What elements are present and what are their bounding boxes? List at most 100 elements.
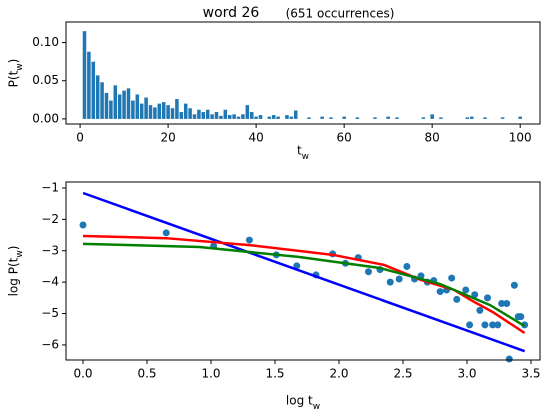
bar — [201, 112, 206, 119]
bar — [465, 117, 470, 119]
x-tick-label: 0 — [76, 131, 84, 145]
y-axis-label: P(tw) — [7, 59, 25, 88]
scatter-point — [453, 295, 461, 303]
scatter-point — [503, 299, 511, 307]
scatter-point — [498, 299, 506, 307]
bar — [470, 116, 474, 119]
bar — [500, 117, 505, 119]
scatter-point — [471, 291, 479, 299]
bar — [95, 75, 100, 119]
bar — [249, 112, 254, 119]
fit-line — [82, 191, 526, 353]
scatter-point — [162, 229, 170, 237]
bar — [430, 114, 434, 119]
bar — [307, 117, 311, 119]
bar — [289, 116, 294, 119]
chart-title: word 26 — [203, 5, 260, 21]
bar — [113, 85, 118, 119]
bar — [293, 110, 298, 119]
bar — [267, 116, 272, 119]
bar — [254, 116, 258, 119]
fit-line — [82, 234, 526, 335]
bar — [271, 115, 276, 119]
bar — [87, 51, 91, 119]
bar — [135, 94, 140, 119]
bar — [245, 105, 250, 119]
x-tick-label: 2.0 — [329, 367, 348, 381]
bar — [258, 115, 263, 119]
bar — [236, 116, 241, 119]
bar — [373, 117, 377, 119]
y-tick-label: −1 — [41, 180, 59, 194]
y-tick-label: −5 — [41, 306, 59, 320]
scatter-point — [476, 306, 484, 314]
bar — [100, 82, 104, 119]
bar — [192, 114, 197, 119]
bar — [148, 105, 153, 119]
bar — [439, 117, 443, 119]
bar — [179, 112, 184, 119]
x-tick-label: 100 — [509, 131, 532, 145]
y-tick-label: −6 — [41, 337, 59, 351]
scatter-point — [517, 313, 525, 321]
y-tick-label: −2 — [41, 212, 59, 226]
bar — [483, 117, 487, 119]
bar — [109, 100, 113, 119]
scatter-point — [403, 262, 411, 270]
y-tick-label: −3 — [41, 243, 59, 257]
x-tick-label: 40 — [248, 131, 263, 145]
bar — [157, 103, 162, 119]
bar — [117, 94, 122, 119]
bar — [104, 92, 109, 119]
x-tick-label: 3.5 — [521, 367, 540, 381]
bar — [285, 115, 289, 119]
y-axis-label: log P(tw) — [7, 246, 25, 297]
bar — [223, 109, 228, 119]
x-tick-label: 0.0 — [73, 367, 92, 381]
y-tick-label: 0.00 — [32, 111, 59, 125]
bar — [205, 109, 210, 119]
bar — [175, 99, 179, 119]
scatter-point — [466, 321, 474, 329]
scatter-point — [484, 294, 492, 302]
scatter-point — [395, 275, 403, 283]
x-axis-label: log tw — [286, 394, 320, 411]
x-tick-label: 2.5 — [393, 367, 412, 381]
y-tick-label: 0.10 — [32, 35, 59, 49]
scatter-point — [510, 281, 518, 289]
scatter-point — [462, 286, 470, 294]
bar — [214, 112, 219, 119]
bar — [188, 108, 192, 119]
bar — [126, 88, 131, 119]
x-tick-label: 3.0 — [457, 367, 476, 381]
bar — [232, 114, 236, 119]
bar — [161, 102, 166, 119]
bar — [183, 103, 188, 119]
bar — [197, 109, 201, 119]
bar — [320, 116, 324, 119]
bar — [131, 100, 135, 119]
bar — [91, 61, 96, 119]
fit-line — [82, 242, 526, 328]
bar — [166, 105, 170, 119]
scatter-point — [505, 355, 513, 363]
bar — [122, 90, 126, 119]
scatter-point — [364, 268, 372, 276]
bar — [329, 117, 333, 119]
bar — [219, 115, 223, 119]
bar — [227, 115, 232, 119]
scatter-point — [494, 321, 502, 329]
bar — [276, 116, 280, 119]
scatter-point — [386, 278, 394, 286]
axes-frame — [65, 21, 541, 125]
x-tick-label: 0.5 — [137, 367, 156, 381]
bar — [82, 31, 87, 119]
x-tick-label: 1.5 — [265, 367, 284, 381]
bar — [342, 116, 346, 119]
bar — [241, 114, 245, 119]
bar — [153, 107, 157, 119]
chart-subtitle: (651 occurrences) — [286, 7, 395, 21]
scatter-point — [481, 321, 489, 329]
bar — [210, 114, 214, 119]
